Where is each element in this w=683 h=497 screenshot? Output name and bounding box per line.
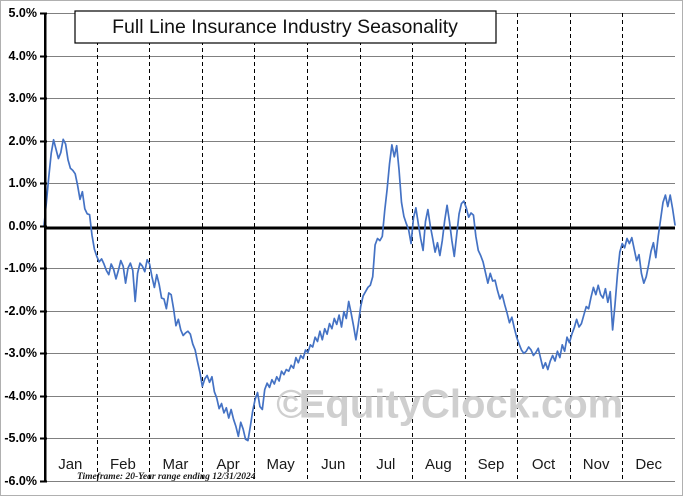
x-axis-month-label: Dec [635, 456, 662, 473]
chart-title-text: Full Line Insurance Industry Seasonality [112, 16, 458, 38]
y-axis-label: 2.0% [9, 134, 38, 148]
y-axis-label: 0.0% [9, 219, 38, 233]
y-axis-label: -5.0% [4, 431, 37, 445]
x-axis-month-label: Aug [425, 456, 452, 473]
month-divider-lines [97, 13, 623, 481]
y-axis-label: -2.0% [4, 304, 37, 318]
x-axis-month-label: Apr [216, 456, 239, 473]
y-axis-label: 5.0% [9, 6, 38, 20]
y-axis-label: 4.0% [9, 49, 38, 63]
x-axis-month-label: Oct [532, 456, 556, 473]
x-axis-month-labels: Jan Feb Mar Apr May Jun Jul Aug Sep Oct Nov Dec [58, 456, 662, 473]
x-axis-month-label: May [266, 456, 295, 473]
x-axis-month-label: Feb [110, 456, 136, 473]
x-axis-month-label: Mar [163, 456, 189, 473]
x-axis-month-label: Jul [376, 456, 395, 473]
x-axis-month-label: Sep [478, 456, 505, 473]
x-axis-month-label: Jun [321, 456, 345, 473]
watermark-label: EquityClock.com [299, 383, 624, 427]
y-axis-label: -1.0% [4, 261, 37, 275]
chart-subtitle-footnote: Timeframe: 20-Year range ending 12/31/20… [77, 472, 256, 482]
x-axis-month-label: Nov [583, 456, 610, 473]
y-axis-label: -3.0% [4, 346, 37, 360]
chart-title-box [74, 10, 497, 44]
watermark-symbol: © [276, 383, 305, 427]
y-axis-label: 3.0% [9, 91, 38, 105]
y-axis-tick-labels: 5.0% 4.0% 3.0% 2.0% 1.0% 0.0% -1.0% -2.0% -3.0% -… [4, 6, 37, 488]
y-axis-label: -6.0% [4, 474, 37, 488]
y-axis-label: -4.0% [4, 389, 37, 403]
seasonality-line-series [43, 138, 676, 442]
y-axis-label: 1.0% [9, 176, 38, 190]
x-axis-month-label: Jan [58, 456, 82, 473]
chart-title: Full Line Insurance Industry Seasonality [74, 10, 497, 44]
watermark: © EquityClock.com [276, 383, 623, 427]
y-axis-ticks [40, 12, 47, 483]
